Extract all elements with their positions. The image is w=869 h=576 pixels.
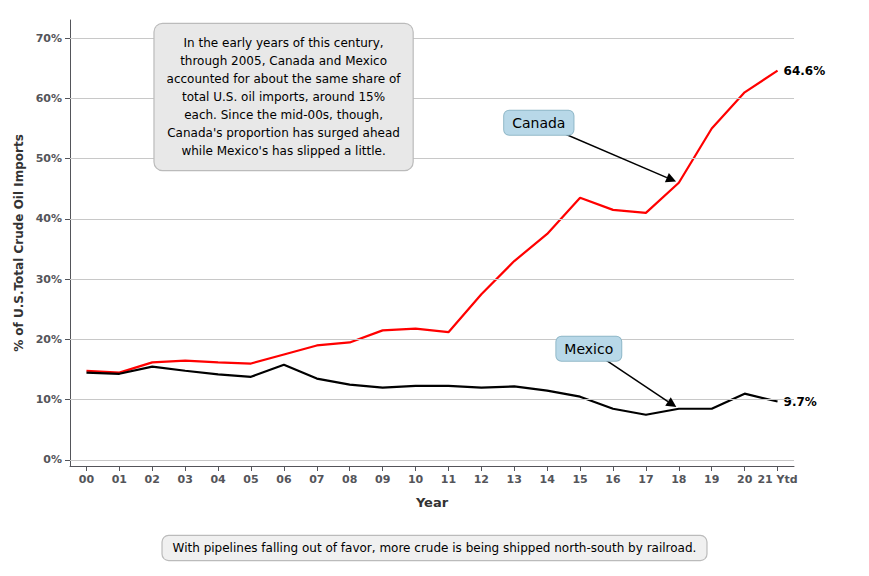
svg-text:06: 06: [276, 473, 292, 486]
svg-text:05: 05: [243, 473, 258, 486]
svg-text:15: 15: [572, 473, 587, 486]
svg-text:10: 10: [408, 473, 424, 486]
svg-text:12: 12: [474, 473, 489, 486]
svg-text:60%: 60%: [36, 92, 62, 105]
svg-text:% of U.S.Total Crude Oil Impor: % of U.S.Total Crude Oil Imports: [12, 134, 26, 352]
svg-text:16: 16: [605, 473, 621, 486]
svg-text:20%: 20%: [36, 333, 62, 346]
svg-text:21 Ytd: 21 Ytd: [757, 473, 797, 486]
svg-text:03: 03: [178, 473, 193, 486]
svg-text:40%: 40%: [36, 212, 62, 225]
svg-text:Canada's proportion has surged: Canada's proportion has surged ahead: [167, 126, 400, 140]
svg-text:0%: 0%: [43, 453, 62, 466]
svg-text:00: 00: [79, 473, 95, 486]
svg-text:In the early years of this cen: In the early years of this century,: [184, 36, 384, 50]
svg-text:19: 19: [704, 473, 719, 486]
svg-text:Year: Year: [415, 495, 449, 510]
svg-text:02: 02: [145, 473, 160, 486]
svg-text:9.7%: 9.7%: [784, 395, 817, 409]
svg-text:11: 11: [441, 473, 456, 486]
svg-text:each. Since the mid-00s, thoug: each. Since the mid-00s, though,: [184, 108, 383, 122]
svg-text:07: 07: [309, 473, 324, 486]
svg-text:04: 04: [210, 473, 226, 486]
svg-text:20: 20: [737, 473, 753, 486]
svg-text:18: 18: [671, 473, 686, 486]
svg-text:while Mexico's has slipped a l: while Mexico's has slipped a little.: [181, 144, 385, 158]
svg-text:Canada: Canada: [512, 115, 565, 131]
svg-text:Mexico: Mexico: [564, 341, 613, 357]
svg-text:08: 08: [342, 473, 357, 486]
svg-text:10%: 10%: [36, 393, 62, 406]
svg-text:30%: 30%: [36, 273, 62, 286]
svg-text:64.6%: 64.6%: [784, 64, 826, 78]
svg-text:17: 17: [638, 473, 653, 486]
svg-text:With pipelines falling out of: With pipelines falling out of favor, mor…: [173, 541, 697, 555]
svg-text:13: 13: [507, 473, 522, 486]
svg-text:total U.S. oil imports, around: total U.S. oil imports, around 15%: [182, 90, 385, 104]
svg-text:50%: 50%: [36, 152, 62, 165]
svg-text:accounted for about the same s: accounted for about the same share of: [167, 72, 402, 86]
svg-text:70%: 70%: [36, 32, 62, 45]
svg-text:14: 14: [540, 473, 556, 486]
svg-text:through 2005, Canada and Mexic: through 2005, Canada and Mexico: [180, 54, 387, 68]
svg-text:01: 01: [112, 473, 127, 486]
svg-text:09: 09: [375, 473, 390, 486]
